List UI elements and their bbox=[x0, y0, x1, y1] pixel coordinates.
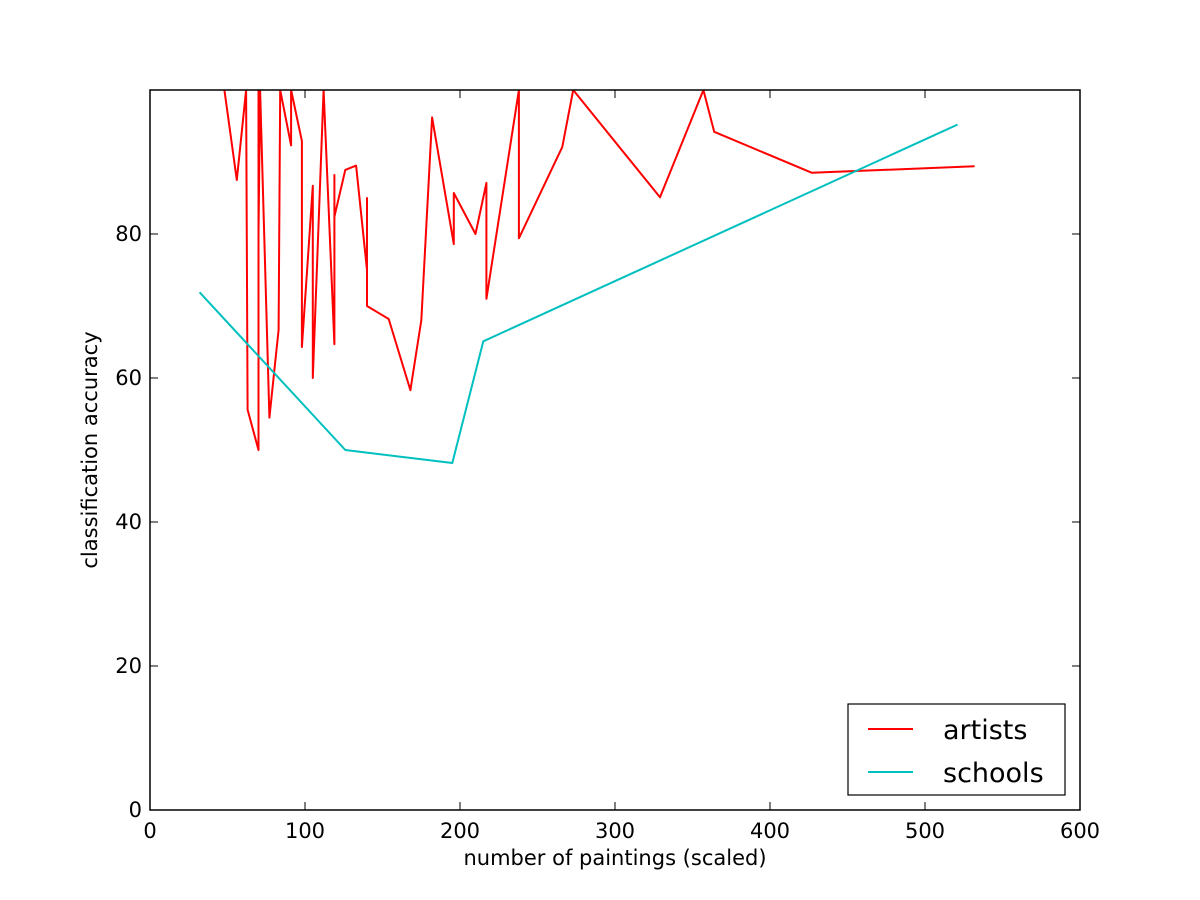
legend-label-artists: artists bbox=[943, 715, 1027, 746]
series-layer bbox=[198, 90, 975, 464]
x-tick-label: 500 bbox=[905, 819, 945, 843]
legend: artists schools bbox=[847, 703, 1066, 796]
y-tick-label: 0 bbox=[129, 798, 142, 822]
y-axis-title: classification accuracy bbox=[78, 331, 102, 568]
series-line-schools bbox=[198, 123, 958, 464]
y-tick-label: 20 bbox=[115, 654, 142, 678]
legend-box bbox=[847, 703, 1066, 796]
legend-label-schools: schools bbox=[943, 758, 1044, 789]
plot-frame bbox=[149, 89, 1081, 811]
x-axis-title: number of paintings (scaled) bbox=[463, 846, 766, 870]
y-tick-label: 80 bbox=[115, 222, 142, 246]
tick-layer: 0 100 200 300 400 500 600 0 20 40 60 80 bbox=[115, 90, 1100, 843]
x-tick-label: 600 bbox=[1060, 819, 1100, 843]
y-tick-label: 60 bbox=[115, 366, 142, 390]
series-line-artists bbox=[223, 90, 975, 451]
y-tick-label: 40 bbox=[115, 510, 142, 534]
x-tick-label: 0 bbox=[143, 819, 156, 843]
x-tick-label: 200 bbox=[440, 819, 480, 843]
x-tick-label: 100 bbox=[285, 819, 325, 843]
x-tick-label: 300 bbox=[595, 819, 635, 843]
x-tick-label: 400 bbox=[750, 819, 790, 843]
